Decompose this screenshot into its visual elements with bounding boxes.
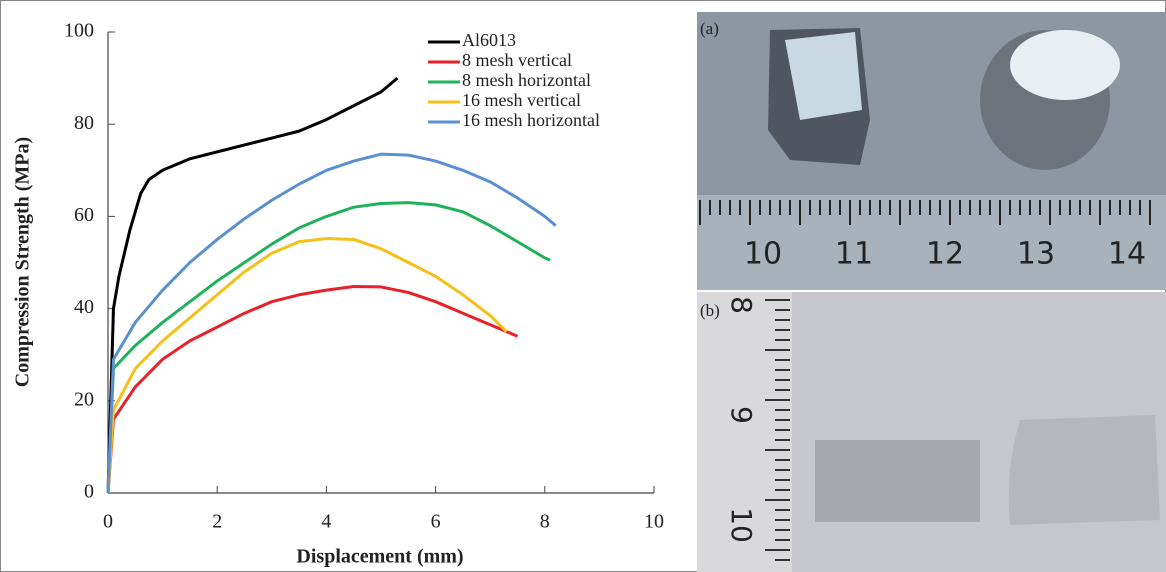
ruler-label: 12: [926, 237, 964, 272]
x-tick-label: 2: [212, 511, 222, 533]
ruler: [697, 195, 1166, 290]
series-line: [106, 152, 557, 494]
y-tick-label: 40: [74, 296, 94, 318]
sample: [815, 440, 980, 522]
ruler-label: 10: [744, 237, 782, 272]
legend-label: 16 mesh horizontal: [462, 110, 600, 130]
ruler-label: 11: [835, 237, 873, 272]
ruler-label: 10: [725, 507, 758, 543]
ruler-label: 8: [725, 296, 758, 314]
series-line: [106, 201, 551, 494]
y-tick-label: 80: [74, 112, 94, 134]
ruler-label: 14: [1108, 237, 1146, 272]
series-line: [106, 237, 508, 494]
ruler-label: 13: [1017, 237, 1055, 272]
legend-label: 16 mesh vertical: [462, 90, 581, 110]
sample-surface: [785, 32, 862, 120]
series-line: [106, 76, 399, 494]
sample-surface: [1010, 30, 1120, 100]
x-tick-label: 10: [644, 511, 664, 533]
legend-label: 8 mesh vertical: [462, 50, 572, 70]
y-axis-title: Compression Strength (MPa): [12, 137, 34, 387]
x-tick-label: 8: [540, 511, 550, 533]
y-tick-label: 20: [74, 388, 94, 410]
panel-label: (b): [700, 301, 720, 320]
y-tick-label: 100: [64, 20, 94, 42]
legend-label: Al6013: [462, 30, 516, 50]
photo-a: 10 11 12 13 14 (a): [697, 12, 1166, 290]
x-tick-label: 4: [321, 511, 331, 533]
x-tick-label: 0: [103, 511, 113, 533]
chart: Displacement (mm) Compression Strength (…: [12, 20, 664, 568]
ruler: [697, 292, 792, 572]
ruler-label: 9: [725, 406, 758, 424]
y-tick-label: 0: [84, 481, 94, 503]
legend-label: 8 mesh horizontal: [462, 70, 591, 90]
y-tick-label: 60: [74, 204, 94, 226]
photo-b: 8 9 10 (b): [697, 292, 1166, 572]
sample: [1008, 415, 1160, 525]
panel-label: (a): [700, 19, 719, 38]
x-axis-title: Displacement (mm): [296, 546, 463, 568]
series-line: [106, 284, 519, 494]
x-tick-label: 6: [431, 511, 441, 533]
